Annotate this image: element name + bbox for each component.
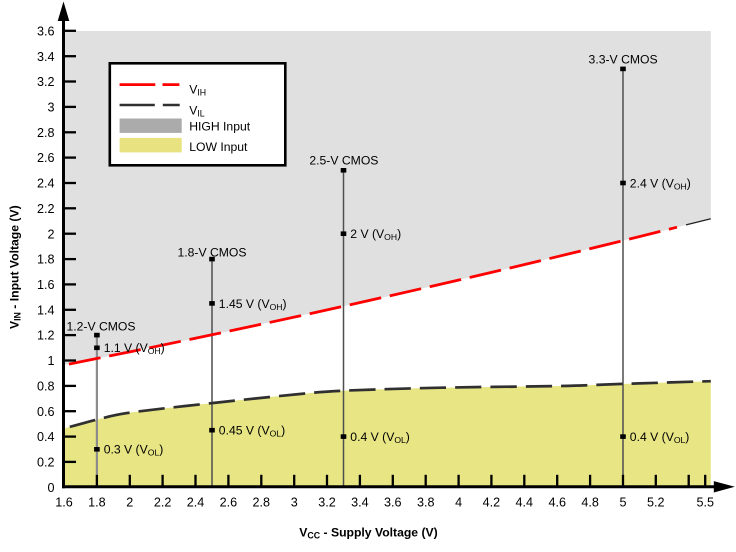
svg-text:2.4: 2.4 xyxy=(37,177,55,191)
svg-text:2.5-V CMOS: 2.5-V CMOS xyxy=(309,153,378,167)
svg-text:2.8: 2.8 xyxy=(253,496,271,510)
svg-text:0.45 V (VOL): 0.45 V (VOL) xyxy=(219,424,285,439)
svg-text:2.2: 2.2 xyxy=(37,202,55,216)
svg-text:2.6: 2.6 xyxy=(37,151,55,165)
svg-text:2: 2 xyxy=(126,496,133,510)
svg-text:0.4: 0.4 xyxy=(37,430,55,444)
svg-text:5.5: 5.5 xyxy=(696,496,714,510)
svg-text:3.4: 3.4 xyxy=(351,496,369,510)
svg-text:4.8: 4.8 xyxy=(581,496,599,510)
svg-text:1.45 V (VOH): 1.45 V (VOH) xyxy=(219,297,287,312)
svg-text:2.6: 2.6 xyxy=(220,496,238,510)
svg-text:5: 5 xyxy=(619,496,626,510)
svg-text:1.6: 1.6 xyxy=(55,496,73,510)
svg-text:2.4: 2.4 xyxy=(187,496,205,510)
svg-text:3.6: 3.6 xyxy=(37,24,55,38)
svg-text:1.6: 1.6 xyxy=(37,278,55,292)
svg-text:3.2: 3.2 xyxy=(318,496,336,510)
svg-text:1.2: 1.2 xyxy=(37,329,55,343)
svg-text:5.2: 5.2 xyxy=(647,496,665,510)
svg-text:LOW Input: LOW Input xyxy=(189,140,248,154)
svg-text:3.2: 3.2 xyxy=(37,75,55,89)
svg-text:1.4: 1.4 xyxy=(37,303,55,317)
svg-text:2: 2 xyxy=(47,227,54,241)
svg-text:0: 0 xyxy=(47,481,54,495)
svg-text:0.2: 0.2 xyxy=(37,456,55,470)
svg-text:4.2: 4.2 xyxy=(483,496,501,510)
svg-text:3: 3 xyxy=(47,101,54,115)
svg-text:1.8: 1.8 xyxy=(37,253,55,267)
svg-text:HIGH Input: HIGH Input xyxy=(189,119,251,133)
svg-text:3.6: 3.6 xyxy=(384,496,402,510)
svg-text:2.8: 2.8 xyxy=(37,126,55,140)
svg-text:3: 3 xyxy=(291,496,298,510)
svg-text:VCC - Supply Voltage (V): VCC - Supply Voltage (V) xyxy=(299,526,437,541)
svg-text:VIN - Input Voltage (V): VIN - Input Voltage (V) xyxy=(8,205,23,329)
svg-text:3.3-V CMOS: 3.3-V CMOS xyxy=(589,52,658,66)
svg-text:3.4: 3.4 xyxy=(37,50,55,64)
svg-text:2.2: 2.2 xyxy=(154,496,172,510)
svg-text:1.2-V CMOS: 1.2-V CMOS xyxy=(66,319,135,333)
svg-text:0.6: 0.6 xyxy=(37,405,55,419)
svg-text:3.8: 3.8 xyxy=(417,496,435,510)
svg-text:1.8-V CMOS: 1.8-V CMOS xyxy=(177,245,246,259)
svg-text:4.6: 4.6 xyxy=(548,496,566,510)
svg-text:4.4: 4.4 xyxy=(516,496,534,510)
svg-text:1.8: 1.8 xyxy=(88,496,106,510)
svg-text:0.8: 0.8 xyxy=(37,380,55,394)
svg-text:1: 1 xyxy=(47,354,54,368)
svg-text:4: 4 xyxy=(455,496,462,510)
